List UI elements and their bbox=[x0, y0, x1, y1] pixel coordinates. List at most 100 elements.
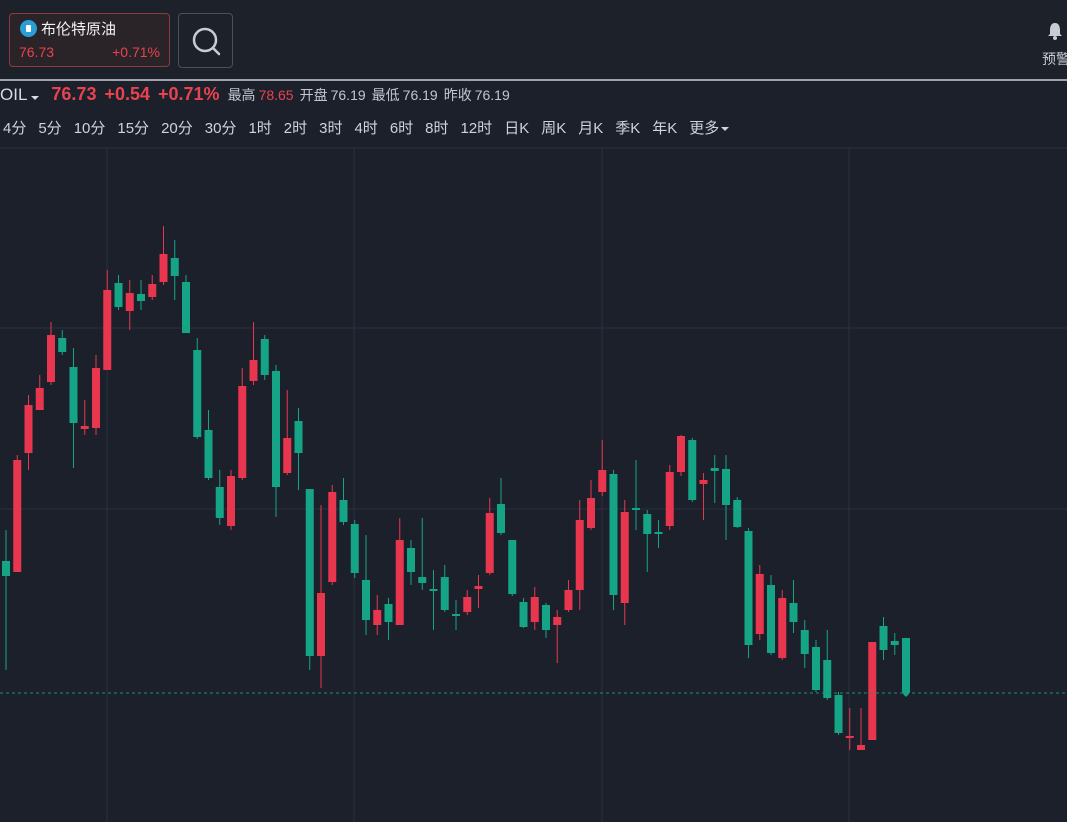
grid bbox=[0, 148, 1067, 822]
period-tab[interactable]: 更多 bbox=[689, 117, 729, 138]
candle-body bbox=[395, 540, 404, 625]
period-tab[interactable]: 6时 bbox=[389, 120, 414, 137]
candle-body bbox=[159, 254, 168, 282]
period-tab[interactable]: 3时 bbox=[319, 120, 343, 137]
period-tab[interactable]: 10分 bbox=[73, 120, 106, 137]
candle-body bbox=[902, 638, 910, 693]
candle-body bbox=[575, 520, 584, 590]
candle-body bbox=[35, 388, 44, 410]
candle-body bbox=[260, 339, 269, 375]
candle-body bbox=[643, 514, 652, 534]
candle-body bbox=[755, 574, 764, 634]
candle-body bbox=[564, 590, 573, 610]
candle-body bbox=[305, 489, 314, 656]
period-tab[interactable]: 20分 bbox=[161, 120, 193, 137]
candle-body bbox=[373, 610, 382, 625]
open-value: 76.19 bbox=[330, 87, 366, 103]
instrument-icon bbox=[20, 20, 37, 37]
candle-body bbox=[238, 386, 247, 478]
instrument-price: 76.73 bbox=[19, 44, 55, 60]
candle-body bbox=[834, 695, 843, 733]
candle-body bbox=[497, 504, 505, 533]
period-tab[interactable]: 15分 bbox=[117, 120, 150, 137]
candle-body bbox=[294, 421, 303, 453]
candle-body bbox=[789, 603, 798, 622]
period-tab[interactable]: 4分 bbox=[3, 120, 27, 137]
candle-body bbox=[103, 290, 112, 370]
candle-body bbox=[339, 500, 348, 522]
search-button[interactable] bbox=[178, 13, 233, 68]
candle-body bbox=[868, 642, 877, 740]
candle-body bbox=[80, 426, 89, 429]
period-tab[interactable]: 8时 bbox=[425, 120, 449, 137]
candle-body bbox=[193, 350, 202, 437]
period-tab[interactable]: 月K bbox=[578, 120, 604, 137]
candle-body bbox=[170, 258, 179, 276]
candle-body bbox=[69, 367, 78, 423]
candle-body bbox=[800, 630, 809, 654]
candle-body bbox=[530, 597, 539, 622]
low-label: 最低 bbox=[371, 87, 400, 103]
period-tab[interactable]: 5分 bbox=[38, 120, 62, 137]
candle-body bbox=[857, 745, 865, 750]
candle-body bbox=[474, 586, 483, 589]
symbol-dropdown[interactable] bbox=[31, 96, 40, 100]
top-bar: 布伦特原油 76.73 +0.71% 预警 bbox=[0, 0, 1067, 81]
candle-body bbox=[710, 468, 719, 471]
high-label: 最高 bbox=[227, 87, 256, 103]
bell-icon[interactable] bbox=[1047, 22, 1063, 40]
period-tab[interactable]: 30分 bbox=[204, 120, 237, 137]
candle-body bbox=[215, 487, 224, 518]
candle-body bbox=[463, 597, 472, 612]
period-tab[interactable]: 日K bbox=[504, 120, 530, 137]
period-tab[interactable]: 年K bbox=[652, 120, 678, 137]
candle-body bbox=[249, 360, 258, 381]
candle-body bbox=[350, 524, 359, 573]
last-price-dot bbox=[903, 690, 909, 696]
candle-body bbox=[125, 293, 134, 311]
candle-body bbox=[598, 470, 607, 492]
candle-body bbox=[272, 371, 280, 487]
candle-body bbox=[24, 405, 33, 453]
period-tab[interactable]: 周K bbox=[541, 120, 567, 137]
candle-body bbox=[609, 474, 618, 595]
candle-body bbox=[778, 598, 787, 658]
instrument-tab[interactable]: 布伦特原油 76.73 +0.71% bbox=[9, 13, 170, 67]
period-tab[interactable]: 季K bbox=[615, 120, 641, 137]
prev-value: 76.19 bbox=[474, 87, 510, 103]
change-pct: +0.71% bbox=[158, 84, 220, 104]
symbol[interactable]: OIL bbox=[0, 85, 28, 104]
instrument-name: 布伦特原油 bbox=[41, 21, 117, 38]
candle-body bbox=[654, 532, 663, 534]
period-bar: 4分 5分 10分 15分 20分 30分 1时 2时 3时 4时 6时 8时 12时 日K 周K 月K 季K 年… bbox=[3, 117, 729, 138]
open-label: 开盘 bbox=[299, 87, 328, 103]
alert-label[interactable]: 预警 bbox=[1042, 51, 1067, 67]
candle-body bbox=[283, 438, 292, 473]
candle-body bbox=[418, 577, 427, 583]
period-tab[interactable]: 12时 bbox=[460, 120, 493, 137]
candle-body bbox=[317, 593, 325, 656]
candle-body bbox=[227, 476, 235, 526]
candle-body bbox=[508, 540, 517, 594]
candle-body bbox=[328, 492, 337, 582]
candle-body bbox=[812, 647, 820, 690]
period-tab[interactable]: 1时 bbox=[248, 120, 272, 137]
candle-body bbox=[620, 512, 629, 603]
candle-body bbox=[137, 294, 145, 301]
change: +0.54 bbox=[104, 84, 150, 104]
candle-body bbox=[148, 284, 157, 297]
candle-body bbox=[688, 440, 697, 500]
period-tab[interactable]: 4时 bbox=[354, 120, 378, 137]
low-value: 76.19 bbox=[402, 87, 438, 103]
prev-label: 昨收 bbox=[443, 87, 472, 103]
search-icon bbox=[192, 27, 221, 56]
candle-body bbox=[92, 368, 100, 428]
candle-body bbox=[519, 602, 528, 627]
candle-body bbox=[58, 338, 67, 352]
candle-body bbox=[845, 736, 854, 738]
candle-body bbox=[362, 580, 370, 620]
candle-body bbox=[452, 614, 460, 616]
period-tab[interactable]: 2时 bbox=[283, 120, 308, 137]
candle-body bbox=[890, 641, 899, 645]
